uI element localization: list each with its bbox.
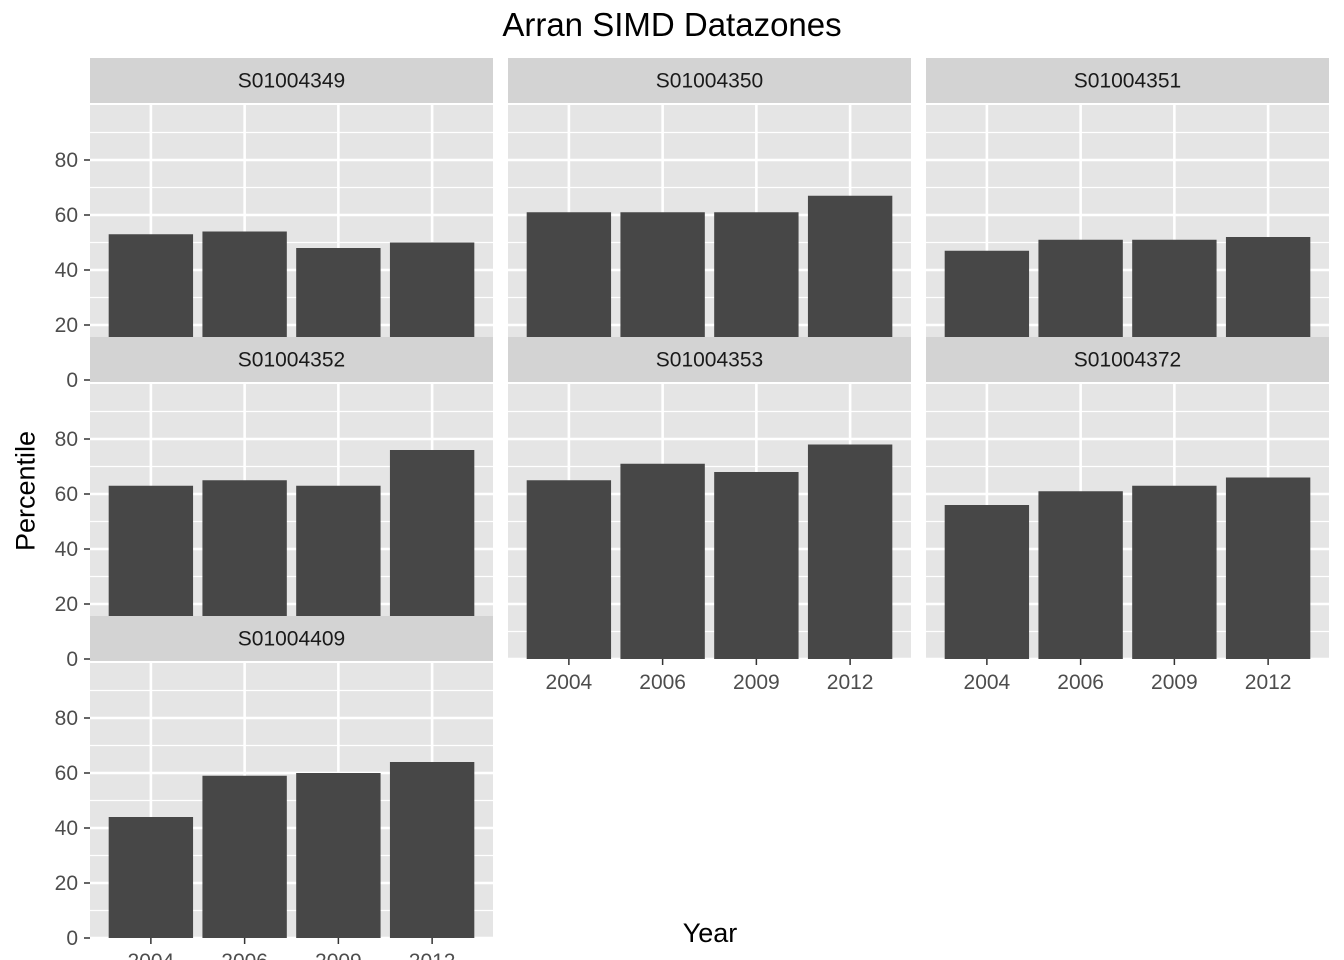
x-tick-label: 2009 [1151,671,1198,694]
bar [202,775,287,938]
facet-strip [508,58,911,103]
facet-strip [508,337,911,382]
facet-panel: S01004353 2004 2006 2009 2012 [508,337,911,694]
y-tick-label: 40 [55,817,78,840]
bar [620,463,705,659]
bar [296,773,381,938]
y-tick-label: 40 [55,259,78,282]
x-tick-label: 2009 [315,950,362,960]
facet-panel: S01004409 0 20 40 60 80 2004 2006 2009 2012 [55,616,493,960]
facet-strip-label: S01004372 [1074,349,1181,372]
facet-strip [90,337,493,382]
bar [1038,491,1123,659]
x-tick-label: 2009 [733,671,780,694]
x-tick-label: 2012 [1245,671,1292,694]
bar [389,762,475,938]
y-tick-label: 20 [55,593,78,616]
x-tick-label: 2012 [409,950,456,960]
y-tick-label: 60 [55,762,78,785]
facet-strip [90,58,493,103]
facet-strip [926,337,1329,382]
x-tick-label: 2004 [964,671,1011,694]
facet-strip [926,58,1329,103]
y-tick-label: 0 [66,369,78,392]
facet-strip-label: S01004351 [1074,70,1181,93]
bar [807,444,893,659]
facet-panel: S01004372 2004 2006 2009 2012 [926,337,1329,694]
facet-panel: S01004350 [508,58,911,382]
x-tick-label: 2004 [128,950,175,960]
y-tick-label: 40 [55,538,78,561]
x-tick-label: 2006 [1057,671,1104,694]
bar [526,480,612,659]
facet-panel: S01004351 [926,58,1329,382]
bar [108,817,194,938]
facet-strip-label: S01004352 [238,349,345,372]
y-axis-title: Percentile [10,430,41,552]
facet-strip-label: S01004353 [656,349,763,372]
y-tick-label: 20 [55,872,78,895]
chart-title: Arran SIMD Datazones [502,6,842,43]
facet-strip-label: S01004350 [656,70,763,93]
x-tick-label: 2006 [221,950,268,960]
x-tick-label: 2006 [639,671,686,694]
x-tick-label: 2004 [546,671,593,694]
y-tick-label: 60 [55,204,78,227]
y-tick-label: 60 [55,483,78,506]
bar [1225,477,1311,659]
y-tick-label: 80 [55,428,78,451]
bar [1132,485,1217,659]
bar [944,505,1030,659]
facet-strip [90,616,493,661]
y-tick-label: 20 [55,314,78,337]
y-tick-label: 0 [66,648,78,671]
y-tick-label: 0 [66,927,78,950]
bar [714,472,799,659]
facet-strip-label: S01004409 [238,628,345,651]
y-tick-label: 80 [55,149,78,172]
x-axis-title: Year [682,918,738,948]
facet-strip-label: S01004349 [238,70,345,93]
x-tick-label: 2012 [827,671,874,694]
y-tick-label: 80 [55,707,78,730]
